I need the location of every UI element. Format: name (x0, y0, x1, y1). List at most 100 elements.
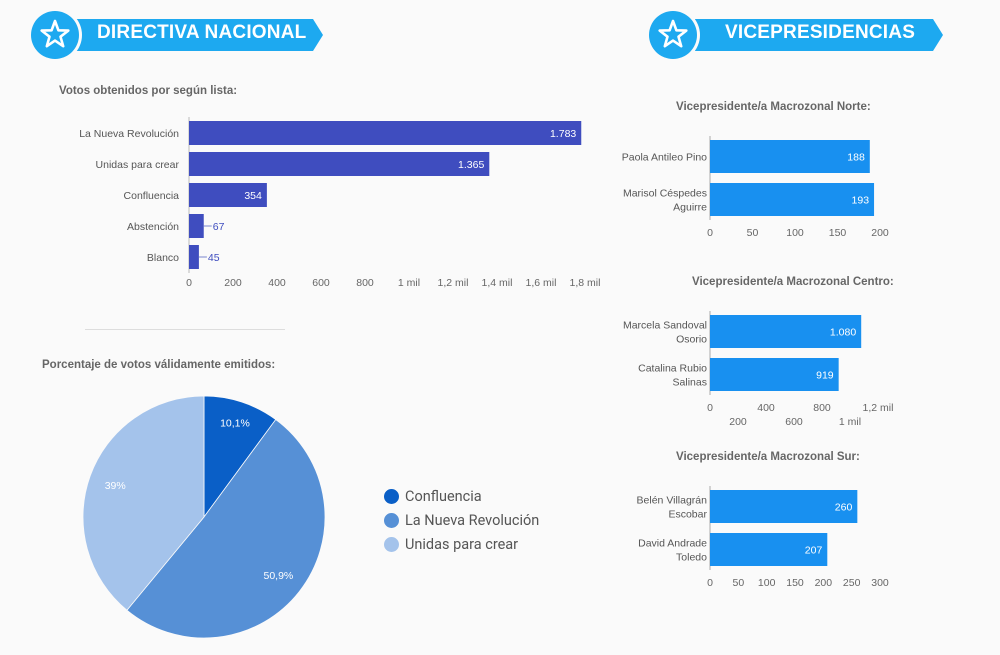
x-tick-label: 1 mil (839, 416, 861, 428)
x-tick-label: 600 (312, 277, 330, 289)
legend-label: Unidas para crear (405, 535, 519, 553)
bar-belen-villagran-escobar (710, 490, 858, 523)
category-label: La Nueva Revolución (79, 128, 179, 140)
banner-badge (649, 11, 697, 59)
bar-paola-antileo-pino (710, 140, 870, 173)
bar-blanco (189, 245, 199, 269)
banner-ribbon (695, 19, 943, 51)
x-tick-label: 200 (871, 227, 889, 239)
legend-item-confluencia: Confluencia (384, 484, 539, 508)
data-label: 260 (835, 502, 853, 514)
data-label: 193 (852, 195, 870, 207)
x-tick-label: 50 (747, 227, 759, 239)
x-tick-label: 250 (843, 577, 861, 589)
bar-marisol-cespedes-aguirre (710, 183, 875, 216)
x-tick-label: 400 (268, 277, 286, 289)
x-tick-label: 1,2 mil (438, 277, 469, 289)
pie-slice-confluencia (203, 395, 277, 519)
data-label: 45 (208, 252, 220, 264)
bar-marcela-sandoval-osorio (710, 315, 862, 348)
data-label: 67 (213, 221, 225, 233)
star-icon (658, 19, 688, 48)
category-label: Aguirre (673, 202, 707, 214)
x-tick-label: 1,8 mil (570, 277, 601, 289)
x-tick-label: 0 (186, 277, 192, 289)
x-tick-label: 600 (785, 416, 803, 428)
x-tick-label: 0 (707, 227, 713, 239)
x-tick-label: 200 (729, 416, 747, 428)
legend-swatch (384, 488, 399, 504)
data-label: 1.365 (458, 159, 484, 171)
bar-catalina-rubio-salinas (710, 358, 839, 391)
legend-label: La Nueva Revolución (405, 511, 540, 529)
category-label: Osorio (676, 334, 707, 346)
bar-abstencion (189, 214, 204, 238)
chart-title-porcentaje: Porcentaje de votos válidamente emitidos… (42, 359, 276, 371)
banner-ribbon (75, 19, 323, 51)
banner-badge (31, 11, 79, 59)
banner-title: VICEPRESIDENCIAS (725, 22, 916, 43)
section-divider (85, 329, 285, 330)
category-label: Unidas para crear (96, 159, 180, 171)
category-label: Escobar (668, 509, 707, 521)
data-label: 188 (847, 152, 865, 164)
x-tick-label: 200 (224, 277, 242, 289)
category-label: Marcela Sandoval (623, 320, 707, 332)
x-tick-label: 150 (829, 227, 847, 239)
bar-unidas-para-crear (189, 152, 490, 176)
legend-item-la-nueva-revolucion: La Nueva Revolución (384, 508, 539, 532)
category-label: Toledo (676, 552, 707, 564)
x-tick-label: 800 (813, 402, 831, 414)
x-tick-label: 1,2 mil (863, 402, 894, 414)
legend-label: Confluencia (405, 487, 482, 505)
x-tick-label: 100 (786, 227, 804, 239)
category-label: David Andrade (638, 538, 707, 550)
banner-directiva-nacional: DIRECTIVA NACIONAL (25, 6, 330, 72)
x-tick-label: 100 (758, 577, 776, 589)
data-label: 354 (244, 190, 262, 202)
chart-title-votos: Votos obtenidos por según lista: (59, 85, 238, 97)
x-tick-label: 800 (356, 277, 374, 289)
x-tick-label: 400 (757, 402, 775, 414)
category-label: Blanco (147, 252, 179, 264)
data-label: 1.783 (550, 128, 576, 140)
data-label: 919 (816, 370, 834, 382)
legend-swatch (384, 512, 399, 528)
bar-david-andrade-toledo (710, 533, 828, 566)
x-tick-label: 200 (815, 577, 833, 589)
x-tick-label: 150 (786, 577, 804, 589)
x-tick-label: 50 (732, 577, 744, 589)
pie-slice-label: 39% (105, 480, 126, 492)
category-label: Marisol Céspedes (623, 188, 707, 200)
banner-title: DIRECTIVA NACIONAL (97, 22, 307, 43)
banner-shape (646, 8, 943, 62)
chart-title-centro: Vicepresidente/a Macrozonal Centro: (692, 276, 894, 288)
legend-swatch (384, 536, 399, 552)
x-tick-label: 1,6 mil (526, 277, 557, 289)
legend-item-unidas-para-crear: Unidas para crear (384, 532, 539, 556)
x-tick-label: 300 (871, 577, 889, 589)
category-label: Belén Villagrán (637, 495, 708, 507)
category-label: Paola Antileo Pino (622, 152, 707, 164)
category-label: Catalina Rubio (638, 363, 707, 375)
star-icon (40, 19, 70, 48)
pie-slice-la-nueva-revolucion (126, 418, 326, 639)
data-label: 1.080 (830, 327, 856, 339)
category-label: Confluencia (124, 190, 180, 202)
data-label: 207 (805, 545, 823, 557)
x-tick-label: 1 mil (398, 277, 420, 289)
bar-confluencia (189, 183, 267, 207)
chart-title-norte: Vicepresidente/a Macrozonal Norte: (676, 101, 871, 113)
x-tick-label: 1,4 mil (482, 277, 513, 289)
x-tick-label: 0 (707, 402, 713, 414)
pie-slice-label: 10,1% (220, 418, 250, 430)
banner-shape (28, 8, 323, 62)
pie-slice-unidas-para-crear (82, 395, 205, 611)
category-label: Salinas (673, 377, 707, 389)
x-tick-label: 0 (707, 577, 713, 589)
pie-legend: Confluencia La Nueva Revolución Unidas p… (384, 484, 539, 556)
chart-title-sur: Vicepresidente/a Macrozonal Sur: (676, 451, 860, 463)
pie-slice-label: 50,9% (264, 570, 294, 582)
category-label: Abstención (127, 221, 179, 233)
